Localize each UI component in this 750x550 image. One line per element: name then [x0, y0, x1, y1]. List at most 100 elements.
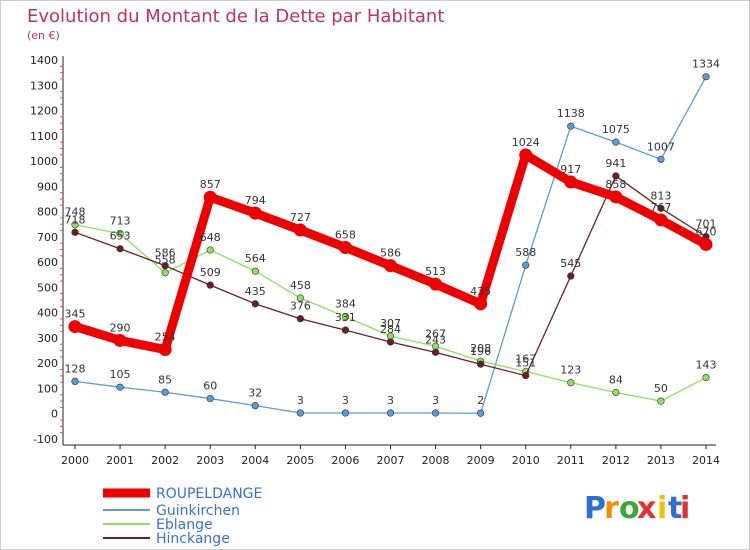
- data-label-guinkirchen: 3: [297, 394, 304, 407]
- point-eblange: [116, 229, 124, 238]
- y-tick-label: 400: [37, 307, 58, 320]
- data-label-eblange: 267: [425, 327, 446, 340]
- point-eblange: [341, 313, 350, 321]
- point-hinckange: [296, 315, 304, 323]
- data-label-hinckange: 243: [425, 333, 446, 346]
- data-label-roupeldange: 1024: [512, 136, 540, 149]
- point-eblange: [71, 221, 79, 229]
- point-roupeldange: [519, 148, 533, 162]
- x-tick-label: 2006: [331, 454, 359, 467]
- point-guinkirchen: [522, 261, 530, 269]
- data-label-eblange: 564: [245, 252, 266, 265]
- point-roupeldange: [564, 175, 578, 189]
- data-label-guinkirchen: 32: [248, 387, 262, 400]
- data-label-guinkirchen: 1075: [602, 123, 630, 136]
- y-tick-label: 300: [37, 332, 58, 345]
- point-hinckange: [612, 172, 620, 180]
- x-tick-label: 2014: [692, 454, 720, 467]
- point-hinckange: [251, 300, 259, 308]
- data-label-eblange: 167: [515, 353, 536, 366]
- x-tick-label: 2003: [196, 454, 224, 467]
- data-label-hinckange: 941: [605, 157, 626, 170]
- data-label-guinkirchen: 3: [432, 394, 439, 407]
- proxiti-logo: Pr ox i ti: [584, 491, 690, 526]
- data-label-hinckange: 813: [650, 189, 671, 202]
- point-guinkirchen: [567, 122, 575, 130]
- point-hinckange: [116, 245, 124, 253]
- point-guinkirchen: [116, 383, 124, 391]
- y-tick-label: 1200: [30, 105, 58, 118]
- data-label-hinckange: 718: [65, 213, 86, 226]
- data-label-eblange: 558: [155, 254, 176, 267]
- data-label-eblange: 648: [200, 231, 221, 244]
- point-eblange: [657, 397, 665, 405]
- data-label-hinckange: 151: [515, 357, 536, 370]
- y-tick-label: 500: [37, 281, 58, 294]
- data-label-hinckange: 376: [290, 300, 311, 313]
- data-label-eblange: 307: [380, 317, 401, 330]
- legend-label-hinckange: Hinckange: [156, 531, 230, 547]
- x-tick-label: 2012: [602, 454, 630, 467]
- y-tick-label: 800: [37, 206, 58, 219]
- y-tick-label: 0: [51, 408, 58, 421]
- logo-letter: o: [619, 491, 640, 526]
- data-label-hinckange: 284: [380, 323, 401, 336]
- logo-letter: x: [637, 491, 656, 526]
- y-tick-label: 1000: [30, 155, 58, 168]
- data-label-guinkirchen: 3: [387, 394, 394, 407]
- y-tick-label: 200: [37, 357, 58, 370]
- data-label-hinckange: 701: [696, 218, 717, 231]
- data-label-roupeldange: 727: [290, 211, 311, 224]
- point-eblange: [612, 388, 620, 397]
- point-hinckange: [477, 360, 485, 368]
- point-eblange: [702, 374, 710, 382]
- data-label-roupeldange: 794: [245, 194, 266, 207]
- data-label-eblange: 208: [470, 342, 491, 355]
- point-roupeldange: [68, 320, 82, 334]
- data-label-guinkirchen: 85: [158, 373, 172, 386]
- data-label-hinckange: 509: [200, 266, 221, 279]
- logo-letter: r: [604, 491, 619, 526]
- x-tick-label: 2010: [512, 454, 540, 467]
- x-tick-label: 2004: [241, 454, 269, 467]
- data-label-hinckange: 653: [110, 230, 131, 243]
- data-label-guinkirchen: 1334: [692, 58, 720, 71]
- x-tick-label: 2013: [647, 454, 675, 467]
- point-eblange: [251, 267, 259, 275]
- point-hinckange: [386, 338, 395, 346]
- point-guinkirchen: [251, 402, 259, 410]
- data-label-hinckange: 545: [560, 257, 581, 270]
- y-tick-label: 900: [37, 180, 58, 193]
- point-hinckange: [431, 348, 440, 356]
- data-label-eblange: 713: [110, 215, 131, 228]
- axes: -100 0 100 200 300 400 500 600 700 800 900 1000 1100…: [30, 54, 720, 467]
- point-hinckange: [657, 204, 665, 212]
- logo-letter: t: [668, 491, 682, 526]
- point-hinckange: [71, 228, 79, 236]
- x-tick-label: 2007: [377, 454, 405, 467]
- point-roupeldange: [203, 190, 217, 204]
- data-label-hinckange: 586: [155, 247, 176, 260]
- data-label-roupeldange: 858: [605, 178, 626, 191]
- logo-letter: P: [584, 491, 606, 526]
- legend-label-guinkirchen: Guinkirchen: [156, 503, 240, 519]
- x-tick-label: 2005: [286, 454, 314, 467]
- point-guinkirchen: [296, 409, 304, 417]
- point-roupeldange: [609, 190, 623, 204]
- point-eblange: [567, 379, 575, 387]
- point-eblange: [296, 294, 304, 302]
- point-roupeldange: [474, 297, 488, 311]
- point-guinkirchen: [206, 394, 214, 403]
- data-label-eblange: 384: [335, 298, 356, 311]
- data-label-hinckange: 331: [335, 311, 356, 324]
- data-label-guinkirchen: 3: [342, 394, 349, 407]
- point-guinkirchen: [161, 388, 169, 396]
- chart-title: Evolution du Montant de la Dette par Hab…: [27, 6, 444, 27]
- data-label-eblange: 84: [609, 374, 623, 387]
- y-tick-label: 600: [37, 256, 58, 269]
- x-tick-label: 2001: [106, 454, 134, 467]
- x-tick-label: 2000: [61, 454, 89, 467]
